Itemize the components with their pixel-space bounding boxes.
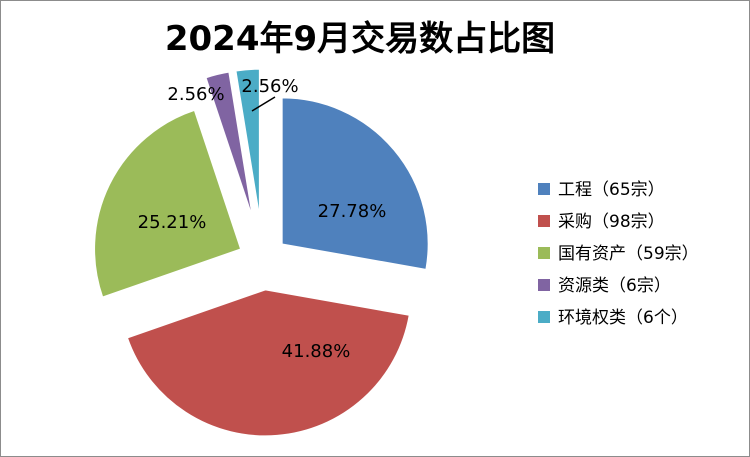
pie-slice-5 (235, 68, 260, 216)
data-label-1: 27.78% (318, 201, 387, 222)
legend-swatch-4 (538, 279, 550, 291)
data-label-4: 2.56% (167, 84, 224, 105)
pie-slice-1 (281, 97, 429, 270)
data-label-5: 2.56% (241, 76, 298, 97)
legend-swatch-3 (538, 247, 550, 259)
leader-line (251, 96, 276, 112)
legend-label-1: 工程（65宗） (558, 180, 665, 200)
legend-swatch-5 (538, 311, 550, 323)
chart-title: 2024年9月交易数占比图 (165, 19, 555, 59)
legend-label-4: 资源类（6宗） (558, 276, 671, 296)
pie-slice-4 (205, 71, 253, 217)
legend-swatch-2 (538, 215, 550, 227)
legend-label-3: 国有资产（59宗） (558, 244, 699, 264)
data-labels: 27.78% 41.88% 25.21% 2.56% 2.56% (138, 76, 387, 362)
legend-swatch-1 (538, 183, 550, 195)
data-label-3: 25.21% (138, 212, 207, 233)
data-label-2: 41.88% (282, 341, 351, 362)
legend: 工程（65宗） 采购（98宗） 国有资产（59宗） 资源类（6宗） 环境权类（6个） (538, 180, 699, 328)
pie-slices (94, 68, 429, 437)
pie-slice-2 (126, 289, 410, 437)
legend-label-2: 采购（98宗） (558, 212, 665, 232)
legend-label-5: 环境权类（6个） (558, 308, 688, 328)
pie-slice-3 (94, 109, 242, 298)
